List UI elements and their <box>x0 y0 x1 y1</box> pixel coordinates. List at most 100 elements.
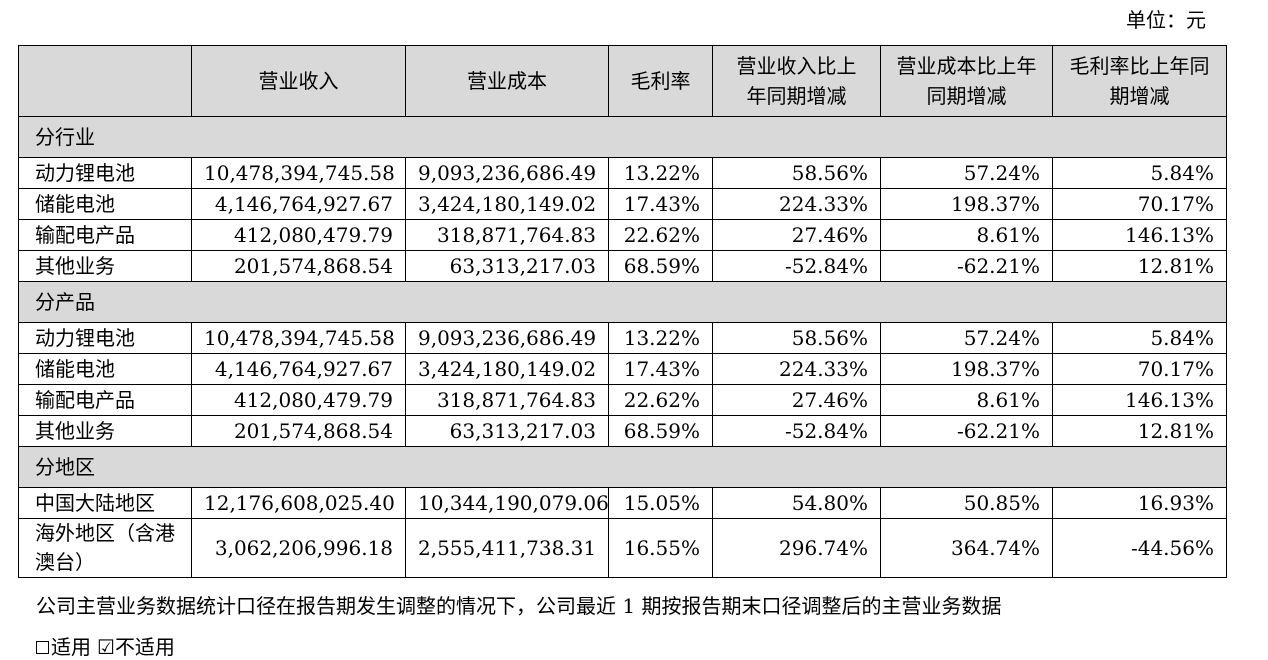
table-cell: 12.81% <box>1052 250 1227 282</box>
row-label: 输配电产品 <box>18 384 192 416</box>
table-cell: 22.62% <box>608 384 713 416</box>
header-cell-margin-yoy: 毛利率比上年同期增减 <box>1052 45 1227 117</box>
row-label: 中国大陆地区 <box>18 487 192 519</box>
section-title: 分产品 <box>18 281 1227 323</box>
row-label: 其他业务 <box>18 250 192 282</box>
section-row: 分地区 <box>18 446 1227 488</box>
table-cell: 296.74% <box>712 518 881 578</box>
table-cell: -44.56% <box>1052 518 1227 578</box>
header-cell-cost-yoy: 营业成本比上年同期增减 <box>880 45 1053 117</box>
table-cell: 16.55% <box>608 518 713 578</box>
section-title: 分地区 <box>18 446 1227 488</box>
table-cell: 5.84% <box>1052 322 1227 354</box>
table-body: 分行业 动力锂电池 10,478,394,745.58 9,093,236,686.4… <box>18 116 1227 578</box>
table-cell: 318,871,764.83 <box>405 384 609 416</box>
table-cell: 3,424,180,149.02 <box>405 188 609 220</box>
row-label: 输配电产品 <box>18 219 192 251</box>
table-cell: 63,313,217.03 <box>405 415 609 447</box>
table-row: 输配电产品 412,080,479.79 318,871,764.83 22.62% 2… <box>18 219 1227 251</box>
table-cell: 5.84% <box>1052 157 1227 189</box>
table-cell: 22.62% <box>608 219 713 251</box>
table-cell: 364.74% <box>880 518 1053 578</box>
table-cell: 12.81% <box>1052 415 1227 447</box>
note-text: 公司主营业务数据统计口径在报告期发生调整的情况下，公司最近 1 期按报告期末口径… <box>36 594 1002 618</box>
unit-label: 单位：元 <box>1126 8 1206 32</box>
section-row: 分产品 <box>18 281 1227 323</box>
table-cell: 15.05% <box>608 487 713 519</box>
table-cell: 12,176,608,025.40 <box>191 487 406 519</box>
table-cell: -62.21% <box>880 250 1053 282</box>
table-cell: 68.59% <box>608 415 713 447</box>
table-cell: -62.21% <box>880 415 1053 447</box>
table-row: 其他业务 201,574,868.54 63,313,217.03 68.59% -52… <box>18 250 1227 282</box>
table-cell: 68.59% <box>608 250 713 282</box>
table-cell: 9,093,236,686.49 <box>405 322 609 354</box>
header-cell-gross-margin: 毛利率 <box>608 45 713 117</box>
table-row: 海外地区（含港澳台） 3,062,206,996.18 2,555,411,738.… <box>18 518 1227 578</box>
table-cell: 412,080,479.79 <box>191 219 406 251</box>
table-cell: 17.43% <box>608 188 713 220</box>
table-cell: 63,313,217.03 <box>405 250 609 282</box>
table-cell: 17.43% <box>608 353 713 385</box>
section-row: 分行业 <box>18 116 1227 158</box>
table-cell: 3,062,206,996.18 <box>191 518 406 578</box>
checked-box-icon: ☑ <box>97 635 115 659</box>
table-cell: 198.37% <box>880 188 1053 220</box>
table-row: 储能电池 4,146,764,927.67 3,424,180,149.02 17.4… <box>18 353 1227 385</box>
table-cell: 10,344,190,079.06 <box>405 487 609 519</box>
header-cell-empty <box>18 45 192 117</box>
row-label: 动力锂电池 <box>18 157 192 189</box>
table-cell: 70.17% <box>1052 188 1227 220</box>
table-cell: 57.24% <box>880 322 1053 354</box>
header-cell-cost: 营业成本 <box>405 45 609 117</box>
table-cell: 2,555,411,738.31 <box>405 518 609 578</box>
table-cell: 9,093,236,686.49 <box>405 157 609 189</box>
table-row: 动力锂电池 10,478,394,745.58 9,093,236,686.49 13… <box>18 322 1227 354</box>
table-row: 储能电池 4,146,764,927.67 3,424,180,149.02 17.4… <box>18 188 1227 220</box>
table-row: 中国大陆地区 12,176,608,025.40 10,344,190,079.06… <box>18 487 1227 519</box>
table-row: 动力锂电池 10,478,394,745.58 9,093,236,686.49 13… <box>18 157 1227 189</box>
table-cell: 4,146,764,927.67 <box>191 353 406 385</box>
table-cell: 146.13% <box>1052 384 1227 416</box>
table-cell: 13.22% <box>608 322 713 354</box>
table-cell: 58.56% <box>712 322 881 354</box>
table-cell: 58.56% <box>712 157 881 189</box>
row-label: 储能电池 <box>18 353 192 385</box>
not-applicable-label: 不适用 <box>114 635 175 659</box>
table-cell: 3,424,180,149.02 <box>405 353 609 385</box>
table-cell: 13.22% <box>608 157 713 189</box>
table-cell: -52.84% <box>712 415 881 447</box>
table-cell: 27.46% <box>712 219 881 251</box>
table-cell: 10,478,394,745.58 <box>191 322 406 354</box>
table-cell: 16.93% <box>1052 487 1227 519</box>
table-cell: 201,574,868.54 <box>191 415 406 447</box>
table-cell: 8.61% <box>880 384 1053 416</box>
applicability-options: 适用 ☑不适用 <box>36 631 175 660</box>
row-label: 其他业务 <box>18 415 192 447</box>
section-title: 分行业 <box>18 116 1227 158</box>
table-cell: 412,080,479.79 <box>191 384 406 416</box>
table-cell: 318,871,764.83 <box>405 219 609 251</box>
table-cell: 10,478,394,745.58 <box>191 157 406 189</box>
table-cell: 70.17% <box>1052 353 1227 385</box>
table-cell: 8.61% <box>880 219 1053 251</box>
row-label: 动力锂电池 <box>18 322 192 354</box>
table-cell: 224.33% <box>712 353 881 385</box>
table-cell: 4,146,764,927.67 <box>191 188 406 220</box>
header-row: 营业收入 营业成本 毛利率 营业收入比上年同期增减 营业成本比上年同期增减 毛利… <box>18 45 1227 117</box>
header-cell-revenue-yoy: 营业收入比上年同期增减 <box>712 45 881 117</box>
table-cell: 224.33% <box>712 188 881 220</box>
table-cell: -52.84% <box>712 250 881 282</box>
table-cell: 57.24% <box>880 157 1053 189</box>
row-label: 储能电池 <box>18 188 192 220</box>
table-row: 输配电产品 412,080,479.79 318,871,764.83 22.62% 2… <box>18 384 1227 416</box>
table-cell: 54.80% <box>712 487 881 519</box>
table-cell: 201,574,868.54 <box>191 250 406 282</box>
business-table: 营业收入 营业成本 毛利率 营业收入比上年同期增减 营业成本比上年同期增减 毛利… <box>18 45 1227 578</box>
table-cell: 146.13% <box>1052 219 1227 251</box>
header-cell-revenue: 营业收入 <box>191 45 406 117</box>
applicable-label: 适用 <box>51 635 91 659</box>
table-cell: 50.85% <box>880 487 1053 519</box>
table-row: 其他业务 201,574,868.54 63,313,217.03 68.59% -52… <box>18 415 1227 447</box>
table-cell: 198.37% <box>880 353 1053 385</box>
